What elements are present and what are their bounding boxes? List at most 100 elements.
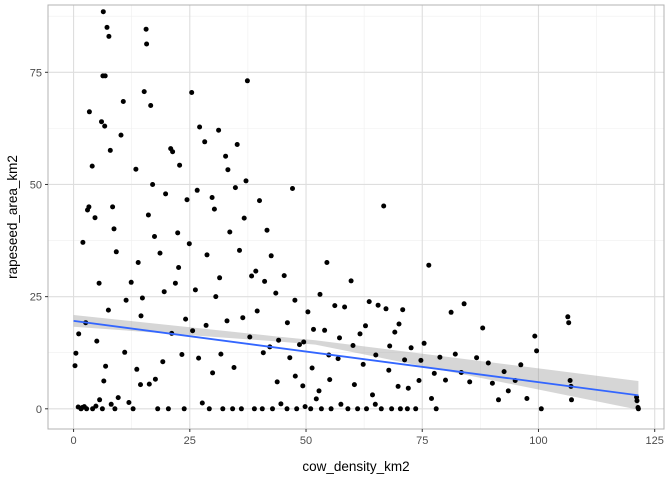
data-point <box>501 369 507 375</box>
data-point <box>392 329 398 335</box>
data-point <box>426 262 432 268</box>
x-tick-label: 75 <box>416 435 428 447</box>
data-point <box>76 331 82 337</box>
data-point <box>113 249 119 255</box>
data-point <box>92 215 98 221</box>
data-point <box>247 334 253 340</box>
data-point <box>251 406 257 412</box>
data-point <box>111 226 117 232</box>
data-point <box>194 187 200 193</box>
data-point <box>348 278 354 284</box>
data-point <box>567 378 573 383</box>
data-point <box>375 302 381 308</box>
data-point <box>317 291 323 297</box>
data-point <box>218 351 224 357</box>
data-point <box>110 204 116 210</box>
x-axis-title: cow_density_km2 <box>302 459 409 474</box>
data-point <box>99 119 104 125</box>
data-point <box>259 406 265 412</box>
data-point <box>328 406 334 412</box>
data-point <box>123 297 129 303</box>
data-point <box>105 307 111 313</box>
data-point <box>90 406 96 412</box>
data-point <box>199 400 205 406</box>
data-point <box>244 78 250 84</box>
data-point <box>240 315 246 321</box>
data-point <box>480 325 486 331</box>
data-point <box>257 198 262 204</box>
data-point <box>292 297 298 303</box>
data-point <box>197 124 203 130</box>
data-point <box>217 275 223 281</box>
data-point <box>202 139 208 145</box>
data-point <box>227 229 233 235</box>
data-point <box>278 401 284 407</box>
data-point <box>72 363 78 369</box>
data-point <box>290 186 295 191</box>
data-point <box>176 265 182 270</box>
data-point <box>183 316 189 322</box>
data-point <box>84 406 90 412</box>
data-point <box>106 33 112 39</box>
data-point <box>96 280 102 286</box>
data-point <box>421 340 427 346</box>
data-point <box>396 321 402 327</box>
data-point <box>318 406 324 412</box>
data-point <box>112 406 118 412</box>
data-point <box>211 206 217 212</box>
data-point <box>443 377 448 383</box>
data-point <box>225 167 231 173</box>
data-point <box>249 273 255 279</box>
data-point <box>253 268 259 274</box>
data-point <box>345 406 351 412</box>
data-point <box>254 308 260 314</box>
x-tick-label: 100 <box>529 435 547 447</box>
data-point <box>223 153 229 159</box>
data-point <box>234 142 240 147</box>
data-point <box>302 404 308 410</box>
data-point <box>366 299 372 305</box>
data-point <box>93 403 99 409</box>
data-point <box>281 273 287 279</box>
data-point <box>416 378 422 383</box>
minor-gridlines <box>48 5 664 429</box>
scatter-points <box>72 9 641 412</box>
data-point <box>324 260 330 265</box>
data-point <box>206 406 212 412</box>
data-point <box>260 350 266 356</box>
data-point <box>189 90 195 95</box>
y-axis-title: rapeseed_area_km2 <box>5 155 20 279</box>
data-point <box>373 352 379 358</box>
data-point <box>524 396 530 401</box>
data-point <box>231 365 237 370</box>
y-tick-label: 0 <box>36 404 42 416</box>
data-point <box>342 304 348 310</box>
x-tick-label: 125 <box>646 435 664 447</box>
data-point <box>538 406 544 412</box>
data-point <box>518 362 524 368</box>
regression-line <box>73 319 639 397</box>
data-point <box>400 307 406 313</box>
data-point <box>496 397 501 403</box>
data-point <box>86 204 92 210</box>
data-point <box>276 337 282 343</box>
data-point <box>122 349 128 355</box>
data-point <box>104 24 110 30</box>
data-point <box>238 406 244 412</box>
data-point <box>316 388 322 394</box>
data-point <box>338 401 344 407</box>
data-point <box>139 295 145 301</box>
y-tick-label: 50 <box>30 179 42 191</box>
data-point <box>141 89 147 95</box>
data-point <box>172 280 178 286</box>
data-point <box>534 348 540 354</box>
y-tick-label: 25 <box>30 292 42 304</box>
data-point <box>569 397 574 403</box>
data-point <box>97 397 103 403</box>
data-point <box>165 406 171 412</box>
data-point <box>309 365 315 371</box>
data-point <box>120 99 126 104</box>
data-point <box>138 382 143 388</box>
data-point <box>190 328 196 334</box>
data-point <box>372 401 378 407</box>
